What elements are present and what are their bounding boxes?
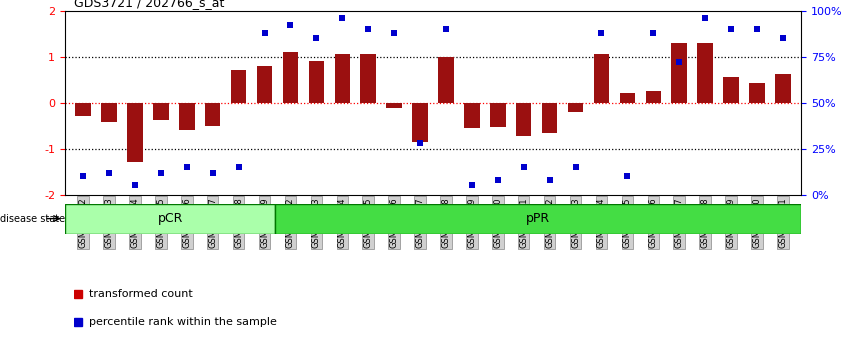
- Bar: [256, 66, 272, 103]
- Bar: [65, 204, 275, 234]
- Bar: [749, 83, 765, 103]
- Bar: [516, 103, 532, 136]
- Bar: [179, 103, 195, 130]
- Bar: [75, 103, 91, 115]
- Text: GDS3721 / 202766_s_at: GDS3721 / 202766_s_at: [74, 0, 224, 9]
- Bar: [360, 54, 376, 103]
- Text: percentile rank within the sample: percentile rank within the sample: [89, 317, 277, 327]
- Bar: [231, 70, 247, 103]
- Bar: [282, 52, 298, 103]
- Text: pCR: pCR: [158, 212, 183, 225]
- Bar: [490, 103, 506, 127]
- Text: disease state: disease state: [0, 213, 65, 224]
- Bar: [568, 103, 584, 112]
- Bar: [775, 74, 791, 103]
- Bar: [308, 61, 324, 103]
- Bar: [205, 103, 221, 126]
- Bar: [671, 43, 687, 103]
- Bar: [697, 43, 713, 103]
- Bar: [464, 103, 480, 128]
- Bar: [594, 54, 610, 103]
- Text: transformed count: transformed count: [89, 289, 193, 299]
- Bar: [645, 91, 661, 103]
- Bar: [275, 204, 801, 234]
- Bar: [412, 103, 428, 142]
- Bar: [334, 54, 350, 103]
- Text: pPR: pPR: [526, 212, 550, 225]
- Bar: [101, 103, 117, 122]
- Bar: [438, 57, 454, 103]
- Bar: [723, 78, 739, 103]
- Bar: [127, 103, 143, 162]
- Bar: [153, 103, 169, 120]
- Bar: [386, 103, 402, 108]
- Bar: [619, 93, 635, 103]
- Bar: [542, 103, 558, 132]
